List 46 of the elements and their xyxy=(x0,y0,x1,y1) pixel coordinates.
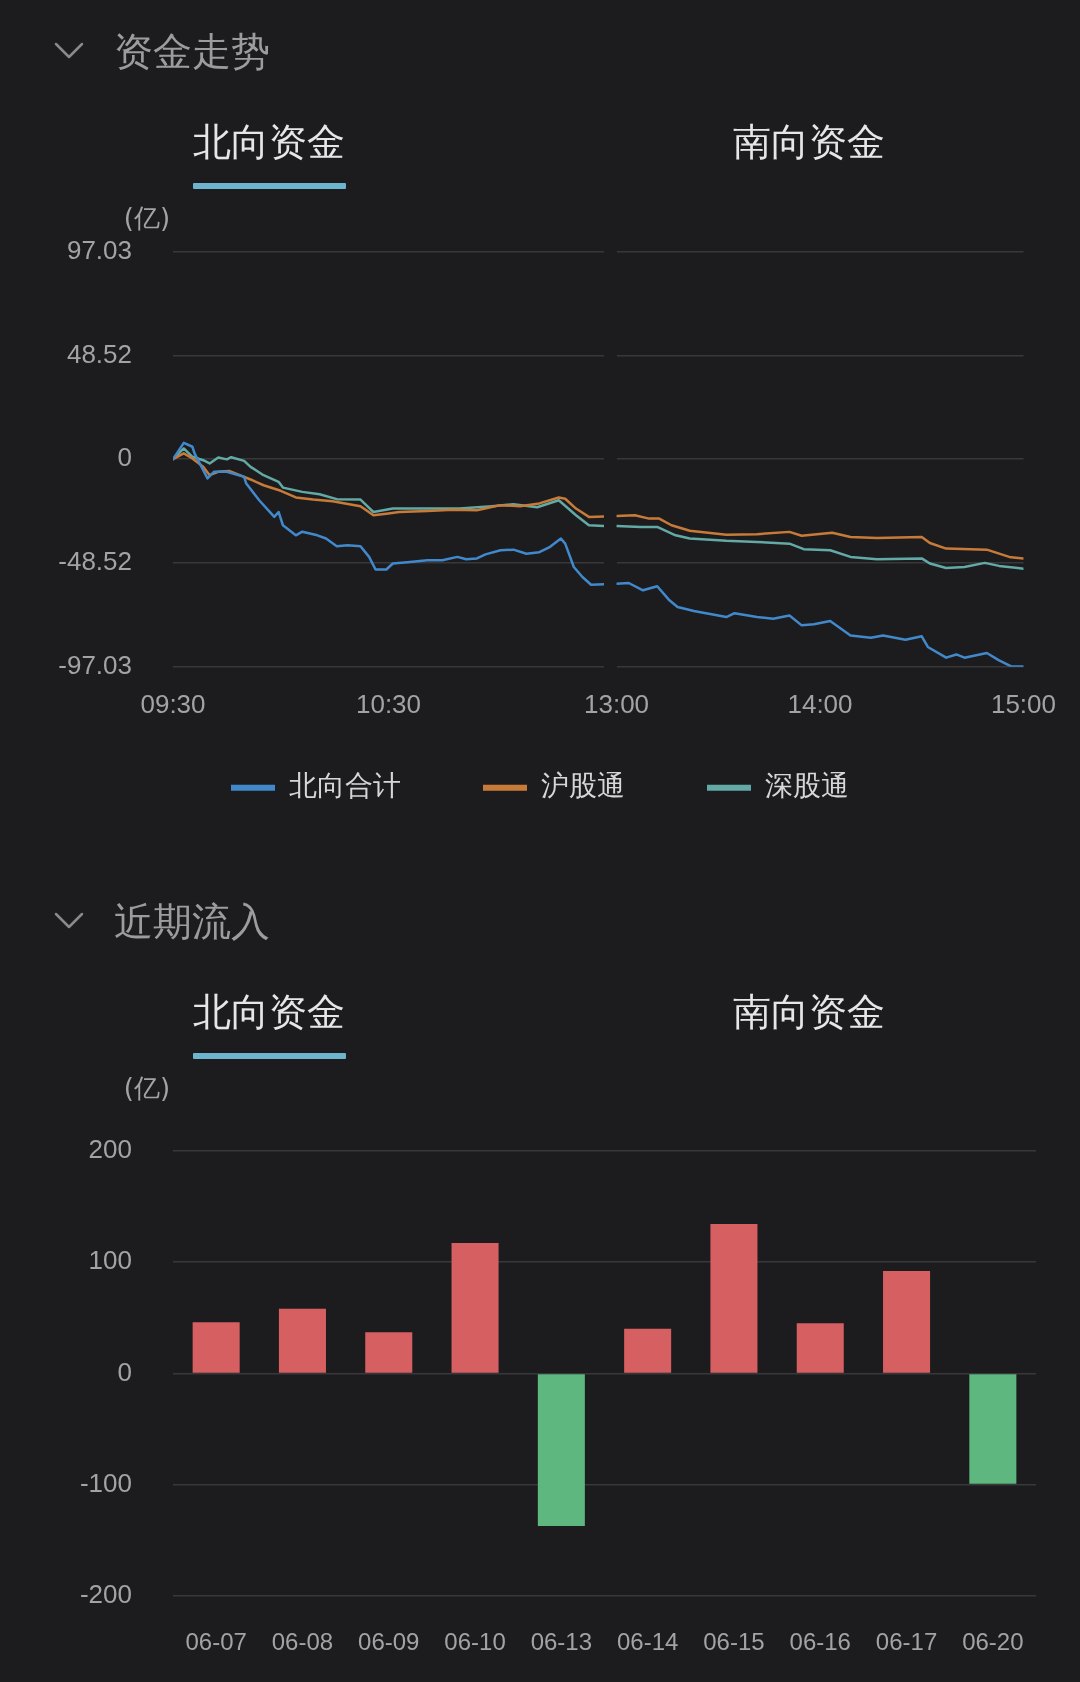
bar xyxy=(278,1308,326,1373)
y-axis-title: (亿) xyxy=(123,202,171,233)
text: 南向资金 xyxy=(733,990,885,1034)
y-tick-label: 100 xyxy=(88,1245,132,1276)
y-axis-title: (亿) xyxy=(123,1072,171,1103)
x-tick-label: 06-20 xyxy=(962,1628,1024,1656)
x-tick-label: 06-09 xyxy=(358,1628,420,1656)
bar xyxy=(451,1243,499,1373)
bar xyxy=(624,1328,672,1373)
y-tick-label: 0 xyxy=(117,1356,132,1387)
y-tick-label: 97.03 xyxy=(66,234,132,265)
x-tick-label: 06-07 xyxy=(185,1628,247,1656)
text: 北向资金 xyxy=(193,990,345,1034)
x-tick-label: 09:30 xyxy=(140,689,206,720)
x-tick-label: 06-10 xyxy=(444,1628,506,1656)
bar xyxy=(796,1323,844,1373)
bar xyxy=(710,1224,758,1373)
y-tick-label: 200 xyxy=(88,1133,132,1164)
text: 北向资金 xyxy=(193,120,345,164)
legend-label: 北向合计 xyxy=(289,768,401,802)
bar xyxy=(969,1374,1017,1484)
chart-title: 近期流入 xyxy=(114,899,270,944)
x-tick-label: 06-13 xyxy=(530,1628,593,1656)
legend-label: 沪股通 xyxy=(541,768,625,802)
y-tick-label: -48.52 xyxy=(58,546,132,577)
y-tick-label: -97.03 xyxy=(58,649,132,680)
legend-label: 深股通 xyxy=(765,768,849,802)
y-tick-label: -200 xyxy=(79,1579,132,1610)
y-tick-label: -100 xyxy=(79,1467,132,1498)
x-tick-label: 13:00 xyxy=(583,689,650,720)
y-tick-label: 48.52 xyxy=(66,338,132,369)
x-tick-label: 06-08 xyxy=(271,1628,334,1656)
y-tick-label: 0 xyxy=(117,442,132,473)
x-tick-label: 14:00 xyxy=(787,689,853,720)
chart-title: 资金走势 xyxy=(114,29,270,74)
x-tick-label: 06-16 xyxy=(789,1628,851,1656)
bar xyxy=(192,1322,240,1373)
x-tick-label: 06-15 xyxy=(703,1628,765,1656)
bar xyxy=(365,1332,413,1373)
x-tick-label: 10:30 xyxy=(355,689,422,720)
text: 南向资金 xyxy=(733,120,885,164)
x-tick-label: 15:00 xyxy=(990,689,1057,720)
x-tick-label: 06-14 xyxy=(616,1628,679,1656)
bar xyxy=(883,1270,931,1373)
x-tick-label: 06-17 xyxy=(875,1628,938,1656)
bar xyxy=(537,1374,585,1527)
